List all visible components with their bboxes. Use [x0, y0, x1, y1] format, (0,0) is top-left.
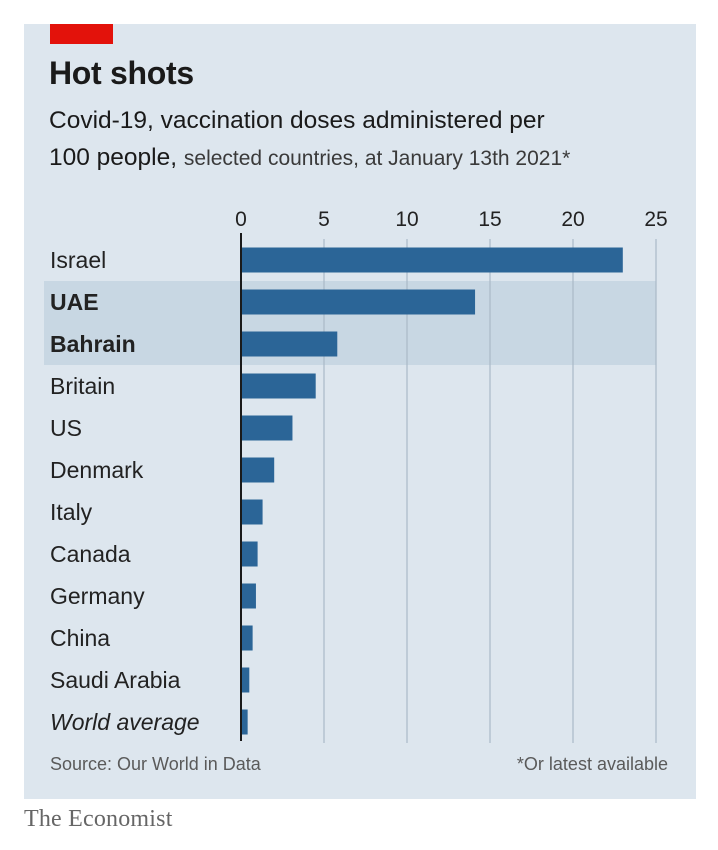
bar-britain	[241, 373, 316, 399]
category-label-britain: Britain	[50, 373, 115, 399]
bar-denmark	[241, 457, 275, 483]
subtitle-main-1: Covid-19, vaccination doses administered…	[49, 107, 545, 134]
category-label-germany: Germany	[50, 583, 145, 609]
category-label-china: China	[50, 625, 110, 651]
category-label-italy: Italy	[50, 499, 93, 525]
category-label-canada: Canada	[50, 541, 131, 567]
subtitle-light: selected countries, at January 13th 2021…	[183, 147, 571, 170]
footnote: *Or latest available	[516, 754, 668, 774]
category-label-us: US	[50, 415, 82, 441]
bar-canada	[241, 541, 258, 567]
category-label-saudi-arabia: Saudi Arabia	[50, 667, 181, 693]
bar-israel	[241, 247, 623, 273]
chart-title: Hot shots	[49, 55, 194, 91]
bar-uae	[241, 289, 476, 315]
category-label-world-average: World average	[50, 709, 200, 735]
red-tag-decoration	[50, 24, 113, 44]
bar-china	[241, 625, 253, 651]
bar-germany	[241, 583, 256, 609]
chart-panel	[24, 24, 696, 799]
bar-saudi-arabia	[241, 667, 250, 693]
category-label-uae: UAE	[50, 289, 99, 315]
tick-label-0: 0	[235, 208, 247, 231]
brand-logo: The Economist	[24, 806, 173, 832]
bar-us	[241, 415, 293, 441]
chart-subtitle: Covid-19, vaccination doses administered…	[49, 102, 669, 177]
tick-label-25: 25	[644, 208, 667, 231]
tick-label-15: 15	[478, 208, 501, 231]
bar-italy	[241, 499, 263, 525]
bar-bahrain	[241, 331, 338, 357]
subtitle-main-2: 100 people,	[49, 144, 178, 171]
category-label-bahrain: Bahrain	[50, 331, 136, 357]
tick-label-5: 5	[318, 208, 330, 231]
bar-world-average	[241, 709, 248, 735]
tick-label-10: 10	[395, 208, 418, 231]
tick-label-20: 20	[561, 208, 584, 231]
category-label-israel: Israel	[50, 247, 106, 273]
source-note: Source: Our World in Data	[50, 754, 261, 774]
category-label-denmark: Denmark	[50, 457, 144, 483]
